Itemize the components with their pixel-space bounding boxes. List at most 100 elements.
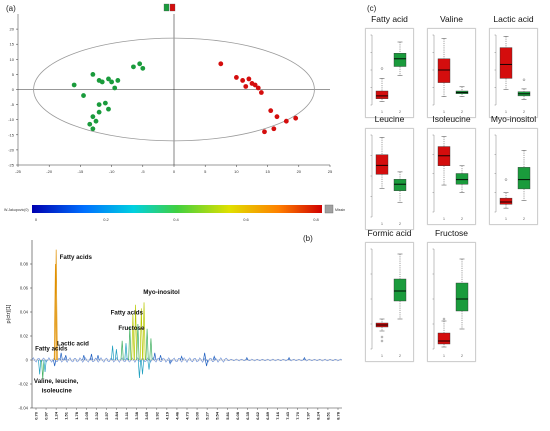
loading-peak	[140, 359, 145, 375]
loading-peak	[212, 355, 216, 361]
x-tick-label: -15	[78, 169, 85, 174]
x-tick-label: 8.24	[315, 411, 320, 420]
loading-peak	[54, 249, 58, 361]
box-iqr	[375, 154, 389, 175]
loading-peak	[38, 359, 42, 375]
red-score-point	[255, 85, 261, 91]
y-tick-label: 0.04	[20, 310, 29, 315]
red-score-point	[283, 118, 289, 124]
y-axis-title: p(ctr)[1]	[6, 304, 12, 323]
loading-peak	[136, 323, 140, 361]
x-tick-label: 7.70	[295, 411, 300, 420]
x-tick-label: 5.81	[225, 411, 230, 420]
colorbar-tick-label: 0.4	[173, 217, 179, 222]
box-outlier	[380, 335, 384, 339]
x-tick-label: -20	[46, 169, 53, 174]
legend-swatch-1	[163, 3, 170, 12]
green-score-point	[109, 79, 114, 85]
score-scatter-plot: -25 -20 -15 -10 -5 0 5 10 15 20 25 20 15 10 5 0 -5 -10 -15…	[8, 3, 333, 174]
green-score-point	[102, 100, 108, 106]
peak-annotation: Valine, leucine,	[34, 378, 79, 385]
box-group-label: 2	[461, 354, 463, 358]
panel-a-label: (a)	[6, 4, 16, 13]
green-score-point	[90, 72, 96, 77]
x-tick-label: 3.92	[154, 411, 159, 420]
red-score-point	[218, 61, 224, 67]
loading-baseline-trace	[31, 357, 343, 363]
green-score-point	[87, 121, 93, 127]
loading-peak	[139, 308, 143, 361]
green-score-point	[106, 106, 111, 112]
peak-annotation: Fructose	[118, 325, 145, 332]
box-group-label: 1	[381, 222, 383, 226]
y-tick-label: -0.04	[18, 406, 28, 411]
box-group-label: 2	[399, 354, 401, 358]
y-tick-label: 0	[12, 87, 15, 92]
box-outlier	[380, 67, 384, 70]
box-group-label: 1	[381, 110, 383, 114]
y-tick-label: 20	[10, 27, 15, 32]
red-score-point	[268, 108, 274, 114]
box-iqr	[499, 197, 513, 205]
loading-peak	[124, 343, 128, 361]
loading-peak	[120, 340, 124, 361]
loading-peak	[64, 355, 68, 361]
box-group-label: 1	[505, 110, 507, 114]
colorbar-left-label: W.Jakupovic(0)	[4, 208, 29, 212]
box-group-label: 2	[399, 110, 401, 114]
box-group-label: 2	[523, 217, 525, 221]
x-tick-label: 6.08	[235, 411, 240, 420]
box-iqr	[375, 90, 389, 99]
box-iqr	[437, 58, 451, 83]
loading-peak	[111, 345, 115, 361]
legend-swatch-2	[169, 3, 176, 12]
box-outlier	[504, 178, 508, 181]
x-tick-label: 4.73	[185, 411, 190, 420]
peak-annotation: Myo-inositol	[143, 289, 180, 296]
red-score-point	[246, 76, 252, 82]
green-score-point	[90, 126, 96, 132]
red-score-point	[234, 75, 239, 80]
y-tick-label: -15	[8, 132, 15, 137]
loading-peak	[287, 356, 291, 361]
x-tick-label: 7.16	[275, 411, 280, 420]
x-tick-label: 0.70	[34, 411, 39, 420]
loading-peak	[149, 338, 153, 361]
green-score-point	[99, 79, 105, 85]
box-group-label: 2	[461, 217, 463, 221]
colorbar-bar	[32, 205, 322, 213]
loading-peak	[158, 355, 163, 361]
loading-peak	[114, 349, 118, 361]
x-tick-label: 20	[297, 169, 302, 174]
y-tick-label: 0.06	[20, 286, 29, 291]
green-score-point	[137, 61, 143, 67]
box-iqr	[393, 278, 407, 302]
x-tick-label: 25	[328, 169, 333, 174]
loading-peak	[205, 359, 209, 367]
box-iqr	[517, 167, 531, 190]
loading-peak	[53, 263, 57, 361]
green-score-point	[140, 65, 146, 71]
y-tick-label: -20	[8, 147, 15, 152]
y-tick-label: -0.02	[18, 382, 28, 387]
x-tick-label: 2.57	[104, 411, 109, 420]
box-plot-title: Isoleucine	[432, 114, 471, 124]
box-plots-panel: (c) 1 2 Fatty acid 1 2 Valine 1 2 Lactic acid 1 2 L…	[365, 0, 550, 431]
green-score-point	[131, 64, 136, 70]
panel-b-label: (b)	[303, 234, 313, 243]
box-plot-title: Leucine	[374, 114, 405, 124]
loading-peak	[134, 304, 138, 361]
box-outlier	[522, 78, 526, 81]
y-tick-label: -10	[8, 117, 15, 122]
x-tick-label: 6.89	[265, 411, 270, 420]
x-tick-label: -10	[109, 169, 116, 174]
green-score-point	[81, 93, 86, 98]
x-tick-label: 1.78	[74, 411, 79, 420]
